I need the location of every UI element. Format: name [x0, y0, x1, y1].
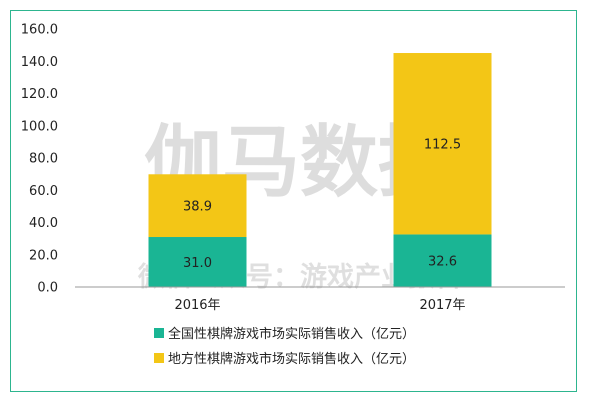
bar-segment: [148, 237, 247, 287]
bars-group: [148, 53, 492, 287]
y-tick-label: 40.0: [29, 216, 58, 231]
y-tick-label: 0.0: [37, 281, 58, 296]
legend-label-local: 地方性棋牌游戏市场实际销售收入（亿元）: [168, 351, 415, 367]
data-label: 32.6: [428, 255, 457, 270]
legend-swatch-local: [154, 353, 164, 363]
y-tick-label: 120.0: [21, 87, 58, 102]
bar-segment: [393, 53, 492, 235]
y-tick-label: 80.0: [29, 152, 58, 167]
x-axis: 2016年 2017年: [174, 298, 465, 313]
y-tick-label: 20.0: [29, 248, 58, 263]
y-tick-label: 60.0: [29, 184, 58, 199]
y-tick-label: 100.0: [21, 119, 58, 134]
data-label: 31.0: [183, 256, 212, 271]
y-tick-label: 160.0: [21, 23, 58, 38]
x-tick-label: 2017年: [419, 298, 465, 313]
y-tick-label: 140.0: [21, 55, 58, 70]
bar-segment: [393, 234, 492, 287]
data-label: 112.5: [424, 138, 461, 153]
legend-swatch-national: [154, 328, 164, 338]
bar-segment: [148, 174, 247, 238]
y-axis: 0.0 20.0 40.0 60.0 80.0 100.0 120.0 140.0 160.0: [21, 23, 58, 296]
x-tick-label: 2016年: [174, 298, 220, 313]
data-labels: 31.0 38.9 32.6 112.5: [183, 138, 461, 271]
legend-label-national: 全国性棋牌游戏市场实际销售收入（亿元）: [168, 326, 415, 342]
data-label: 38.9: [183, 200, 212, 215]
